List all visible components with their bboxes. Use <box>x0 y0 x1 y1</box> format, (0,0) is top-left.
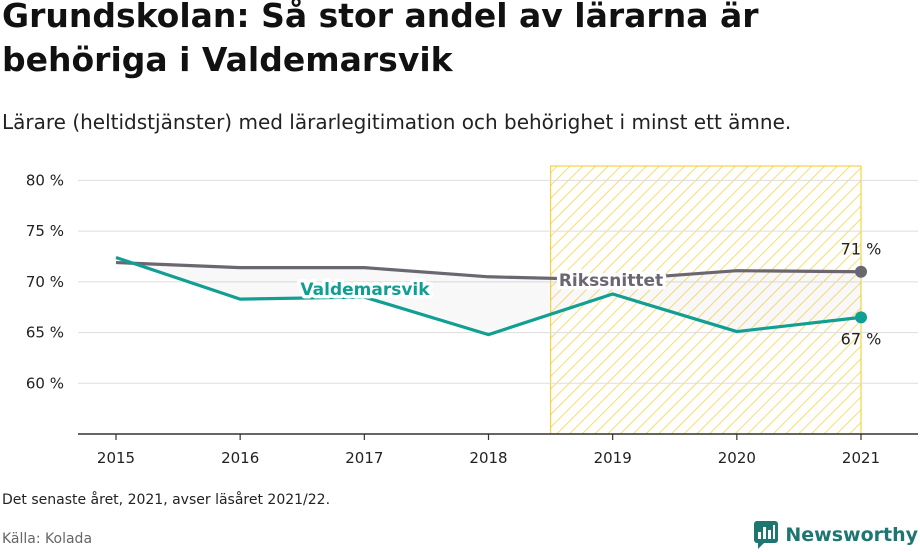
y-tick-label: 75 % <box>26 222 64 240</box>
source-note: Källa: Kolada <box>2 531 93 547</box>
x-tick-label: 2019 <box>594 449 632 467</box>
highlight-period <box>549 165 862 435</box>
end-label-rikssnittet: 71 % <box>841 240 882 259</box>
series-label-valdemarsvik-halo: Valdemarsvik <box>300 280 430 300</box>
end-point-valdemarsvik <box>855 311 867 324</box>
y-tick-label: 70 % <box>26 273 64 291</box>
chart-subtitle: Lärare (heltidstjänster) med lärarlegiti… <box>2 110 792 134</box>
series-label-rikssnittet: Rikssnittet <box>559 271 663 291</box>
footnote: Det senaste året, 2021, avser läsåret 20… <box>2 492 331 508</box>
end-point-rikssnittet <box>855 265 867 278</box>
y-tick-label: 80 % <box>26 171 64 189</box>
x-tick-label: 2018 <box>469 449 507 467</box>
series-line-valdemarsvik <box>115 255 862 337</box>
line-chart: 60 % 65 % 70 % 75 % 80 % 2015 2016 2017 2018 2019… <box>26 165 918 467</box>
x-tick-label: 2020 <box>718 449 756 467</box>
x-tick-label: 2015 <box>97 449 135 467</box>
series-label-rikssnittet-halo: Rikssnittet <box>559 271 663 291</box>
y-tick-label: 65 % <box>26 324 64 342</box>
chart-title: Grundskolan: Så stor andel av lärarna är… <box>2 0 759 79</box>
newsworthy-logo-icon <box>754 521 779 549</box>
x-tick-label: 2017 <box>345 449 383 467</box>
newsworthy-logo: Newsworthy <box>753 518 918 552</box>
end-label-valdemarsvik: 67 % <box>841 329 882 348</box>
series-label-valdemarsvik: Valdemarsvik <box>300 280 430 300</box>
x-tick-label: 2021 <box>842 449 880 467</box>
brand-name: Newsworthy <box>785 524 918 546</box>
x-tick-label: 2016 <box>221 449 259 467</box>
y-tick-label: 60 % <box>26 374 64 392</box>
series-line-rikssnittet <box>115 260 862 282</box>
